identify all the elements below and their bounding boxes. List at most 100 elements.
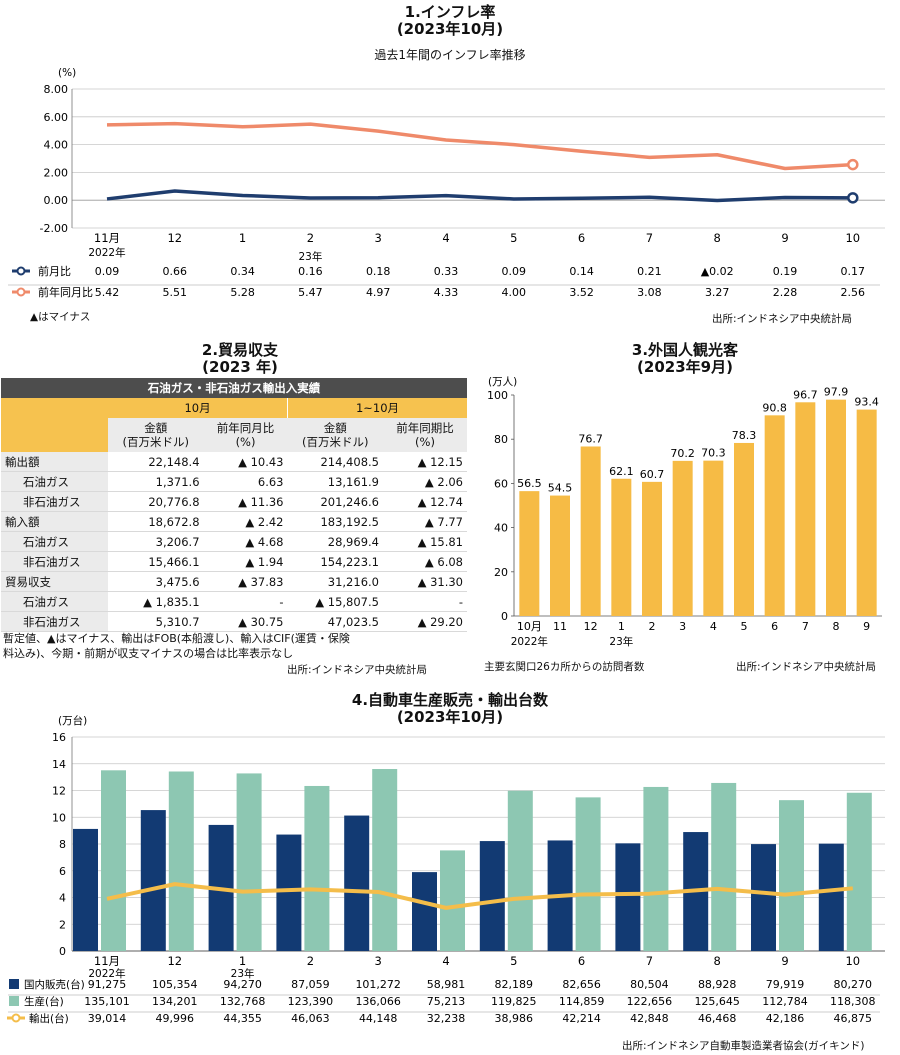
data-value: 0.34 [230, 265, 255, 278]
data-value: 42,186 [766, 1012, 805, 1025]
data-value: 75,213 [427, 995, 466, 1008]
data-value: 105,354 [152, 978, 198, 991]
data-value: 112,784 [762, 995, 808, 1008]
data-label: 96.7 [793, 388, 818, 401]
trade-title: 2.貿易収支 [201, 341, 279, 359]
yoy-oct: ▲ 11.36 [203, 491, 288, 512]
production-bar [168, 771, 194, 951]
legend-swatch-marker [16, 287, 26, 297]
data-value: 79,919 [766, 978, 805, 991]
amount-ytd: 13,161.9 [287, 471, 383, 492]
data-value: 91,275 [88, 978, 127, 991]
data-label: 90.8 [762, 401, 787, 414]
auto-subtitle: (2023年10月) [396, 708, 504, 726]
tourist-bar [611, 478, 632, 616]
minus-note: ▲はマイナス [30, 311, 91, 323]
amount-oct: 1,371.6 [108, 471, 204, 492]
y-tick-label: 12 [52, 785, 66, 798]
y-tick-label: 20 [494, 566, 508, 579]
production-bar [101, 770, 126, 951]
yoy-ytd: ▲ 12.15 [382, 452, 467, 472]
data-label: 76.7 [578, 432, 603, 445]
x-tick-label: 10 [845, 231, 860, 245]
amount-ytd: 183,192.5 [287, 511, 383, 532]
tourist-bar [642, 481, 662, 616]
x-tick-label: 4 [442, 231, 449, 245]
x-tick-label: 3 [679, 620, 686, 633]
data-value: 4.00 [502, 286, 527, 299]
inflation-source: 出所:インドネシア中央統計局 [712, 313, 853, 325]
data-value: 118,308 [830, 995, 876, 1008]
production-bar [711, 782, 737, 951]
x-tick-label: 11月 [94, 231, 120, 245]
y-tick-label: 4.00 [44, 139, 69, 152]
data-value: 5.47 [298, 286, 323, 299]
year-label: 23年 [609, 635, 633, 648]
legend-swatch [9, 996, 19, 1006]
data-value: 94,270 [223, 978, 262, 991]
data-value: 46,063 [291, 1012, 330, 1025]
tourist-source: 出所:インドネシア中央統計局 [736, 661, 877, 673]
domestic-sales-bar [818, 843, 844, 951]
production-bar [575, 797, 601, 951]
x-tick-label: 2 [307, 954, 314, 968]
auto-unit: (万台) [58, 714, 87, 727]
data-value: 32,238 [427, 1012, 466, 1025]
trade-note-1: 暫定値、▲はマイナス、輸出はFOB(本船渡し)、輸入はCIF(運賃・保険 [3, 632, 350, 645]
trade-row: 非石油ガス 15,466.1 ▲ 1.94 154,223.1 ▲ 6.08 [1, 551, 467, 572]
data-value: 101,272 [355, 978, 401, 991]
data-value: 0.66 [163, 265, 188, 278]
legend-swatch-marker [11, 1013, 21, 1023]
export-line [106, 882, 853, 910]
data-value: 44,148 [359, 1012, 398, 1025]
trade-note-2: 料込み)、今期・前期が収支マイナスの場合は比率表示なし [3, 647, 294, 660]
data-value: 135,101 [84, 995, 130, 1008]
legend-label: 国内販売(台) [24, 978, 85, 991]
tourist-bar [519, 491, 540, 616]
x-tick-label: 4 [442, 954, 449, 968]
data-label: 97.9 [824, 386, 849, 399]
year-label: 2022年 [88, 967, 125, 980]
production-bar [304, 785, 330, 951]
y-tick-label: 0 [59, 945, 66, 958]
yoy-ytd: ▲ 2.06 [382, 471, 467, 492]
data-value: 46,468 [698, 1012, 737, 1025]
yoy-ytd: ▲ 31.30 [382, 571, 467, 592]
yoy-oct: ▲ 30.75 [203, 611, 288, 632]
data-value: 87,059 [291, 978, 330, 991]
inflation-caption: 過去1年間のインフレ率推移 [374, 48, 526, 62]
trade-row: 非石油ガス 5,310.7 ▲ 30.75 47,023.5 ▲ 29.20 [1, 611, 467, 632]
data-value: 42,848 [630, 1012, 669, 1025]
data-value: 0.16 [298, 265, 323, 278]
y-tick-label: 40 [494, 522, 508, 535]
domestic-sales-bar [615, 843, 641, 951]
yoy-ytd: ▲ 29.20 [382, 611, 467, 632]
x-tick-label: 10 [845, 954, 860, 968]
data-label: 78.3 [732, 429, 757, 442]
data-value: 114,859 [559, 995, 605, 1008]
x-tick-label: 5 [741, 620, 748, 633]
series-endpoint-marker [847, 192, 859, 204]
x-tick-label: 2 [649, 620, 656, 633]
period-jan-oct: 1~10月 [287, 398, 467, 418]
x-tick-label: 11 [553, 620, 567, 633]
domestic-sales-bar [412, 872, 437, 951]
legend-label: 生産(台) [24, 995, 64, 1008]
tourist-footnote: 主要玄関口26カ所からの訪問者数 [484, 661, 645, 673]
col-yoy-period: 前年同期比 (%) [382, 418, 467, 452]
x-tick-label: 8 [714, 231, 721, 245]
trade-row: 輸出額 22,148.4 ▲ 10.43 214,408.5 ▲ 12.15 [1, 452, 467, 472]
production-bar [643, 786, 669, 951]
amount-ytd: 154,223.1 [287, 551, 383, 572]
data-value: 42,214 [562, 1012, 601, 1025]
x-tick-label: 4 [710, 620, 717, 633]
data-value: 0.21 [637, 265, 662, 278]
trade-table: 石油ガス・非石油ガス輸出入実績 10月 1~10月 金額 (百万米ドル) 前年同… [1, 378, 467, 632]
x-tick-label: 6 [578, 231, 585, 245]
data-value: 38,986 [495, 1012, 534, 1025]
y-tick-label: -2.00 [40, 222, 68, 235]
y-tick-label: 14 [52, 758, 66, 771]
yoy-oct: 6.63 [203, 471, 288, 492]
trade-table-title: 石油ガス・非石油ガス輸出入実績 [1, 378, 467, 398]
